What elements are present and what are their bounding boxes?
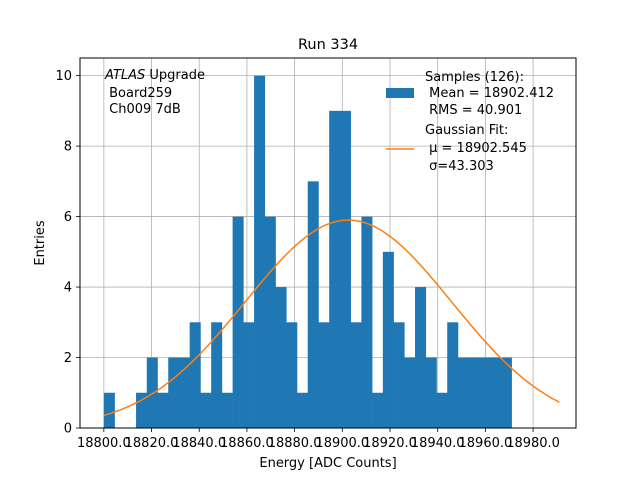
histogram-bar	[361, 216, 373, 428]
histogram-bar	[103, 392, 115, 428]
histogram-bar	[243, 322, 255, 428]
x-tick-label: 18920.0	[363, 436, 417, 451]
legend-fit-line-2: μ = 18902.545	[425, 141, 527, 156]
histogram-bar	[168, 357, 180, 428]
histogram-bar	[318, 322, 330, 428]
y-tick-label: 0	[64, 422, 72, 437]
x-tick-label: 18800.0	[77, 436, 131, 451]
x-tick-label: 18840.0	[172, 436, 226, 451]
y-tick-label: 4	[64, 281, 72, 296]
legend-fit-line-3: σ=43.303	[425, 159, 494, 174]
annotation-line-2: Board259	[105, 86, 172, 101]
histogram-bar	[221, 392, 233, 428]
histogram-bar	[393, 322, 405, 428]
histogram-bar	[479, 357, 491, 428]
chart-title: Run 334	[298, 37, 358, 53]
atlas-annotation: ATLAS Upgrade Board259 Ch009 7dB	[104, 68, 205, 117]
histogram-bar	[136, 392, 148, 428]
x-tick-label: 18960.0	[459, 436, 513, 451]
y-axis-label: Entries	[33, 220, 48, 266]
plot-frame	[79, 57, 577, 429]
histogram-bars	[103, 75, 512, 428]
histogram-bar	[254, 75, 266, 428]
histogram-bar	[415, 287, 427, 428]
histogram-bar	[350, 322, 362, 428]
legend: Samples (126): Mean = 18902.412 RMS = 40…	[386, 70, 554, 174]
histogram-bar	[457, 357, 469, 428]
y-tick-label: 2	[64, 351, 72, 366]
legend-histogram-line-3: RMS = 40.901	[425, 103, 522, 118]
histogram-bar	[404, 357, 416, 428]
annotation-line-3: Ch009 7dB	[105, 102, 181, 117]
x-tick-label: 18900.0	[315, 436, 369, 451]
gaussian-fit-curve	[103, 219, 560, 417]
x-axis-label: Energy [ADC Counts]	[259, 456, 396, 471]
histogram-bar	[286, 322, 298, 428]
y-axis-ticks: 0 2 4 6 8 10	[55, 69, 80, 437]
x-tick-label: 18980.0	[506, 436, 560, 451]
x-tick-label: 18820.0	[125, 436, 179, 451]
histogram-bar	[146, 357, 158, 428]
legend-fit-line-1: Gaussian Fit:	[425, 123, 508, 138]
histogram-bar	[297, 392, 309, 428]
histogram-bar	[157, 392, 169, 428]
histogram-bar	[232, 216, 244, 428]
histogram-bar	[436, 392, 448, 428]
y-tick-label: 10	[55, 69, 72, 84]
legend-histogram-line-2: Mean = 18902.412	[425, 86, 554, 101]
histogram-bar	[211, 322, 223, 428]
histogram-bar	[264, 216, 276, 428]
histogram-bar	[447, 322, 459, 428]
histogram-bar	[425, 357, 437, 428]
histogram-bar	[382, 251, 394, 428]
histogram-bar	[339, 110, 351, 428]
y-tick-label: 8	[64, 140, 72, 155]
histogram-bar	[372, 392, 384, 428]
x-tick-label: 18880.0	[268, 436, 322, 451]
histogram-bar	[307, 181, 319, 428]
histogram-bar	[275, 287, 287, 428]
histogram-bar	[468, 357, 480, 428]
x-tick-label: 18940.0	[411, 436, 465, 451]
histogram-bar	[189, 322, 201, 428]
annotation-line-1: ATLAS Upgrade	[104, 68, 205, 83]
histogram-bar	[200, 392, 212, 428]
x-axis-ticks: 18800.018820.018840.018860.018880.018900…	[77, 428, 560, 451]
histogram-bar	[500, 357, 512, 428]
histogram-bar	[178, 357, 190, 428]
histogram-bar	[490, 357, 502, 428]
legend-swatch-histogram	[386, 88, 414, 98]
legend-histogram-line-1: Samples (126):	[425, 70, 524, 85]
x-tick-label: 18860.0	[220, 436, 274, 451]
y-tick-label: 6	[64, 210, 72, 225]
histogram-bar	[329, 110, 341, 428]
